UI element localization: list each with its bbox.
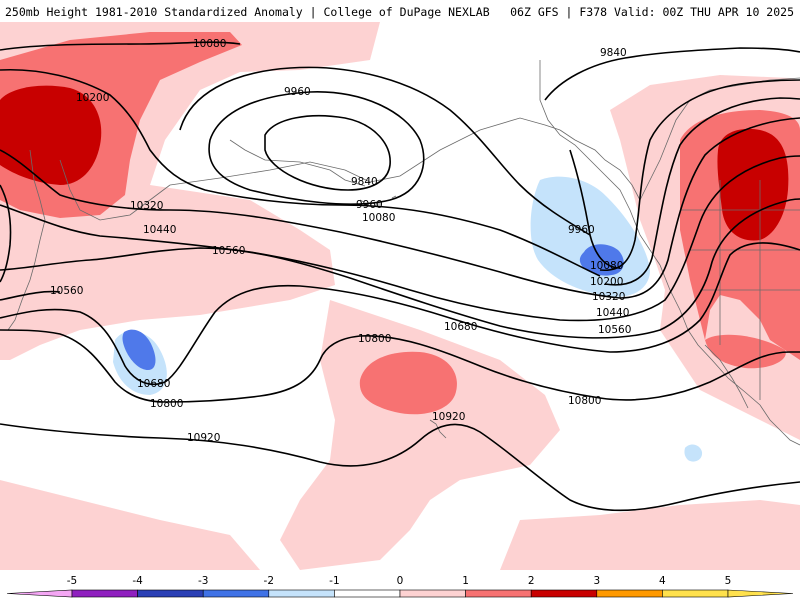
colorbar-tick-label: 5 (725, 575, 732, 587)
colorbar-cell (530, 589, 598, 598)
colorbar-tick-label: 1 (462, 575, 469, 587)
colorbar-tick-label: 2 (528, 575, 535, 587)
contour-label: 9840 (351, 176, 378, 188)
contour-10560-b (0, 290, 61, 301)
contour-label: 10920 (432, 411, 465, 423)
colorbar-cell (465, 589, 532, 598)
contour-10080-aleutian (179, 66, 591, 236)
contour-label: 10800 (150, 398, 183, 410)
contour-partial-left (0, 184, 12, 283)
colorbar-tick-label: -2 (264, 575, 274, 587)
contour-label: 9840 (600, 47, 627, 59)
contour-10080-west (0, 41, 241, 51)
colorbar-tick-label: -3 (198, 575, 208, 587)
colorbar-cell (334, 589, 401, 598)
contour-label: 10080 (193, 38, 226, 50)
colorbar-cell (137, 589, 204, 598)
contour-label: 10800 (358, 333, 391, 345)
contour-labels: 10080 10200 9960 9840 9960 10080 10320 1… (50, 38, 631, 444)
header-title: 250mb Height 1981-2010 Standardized Anom… (5, 5, 490, 19)
contour-10440 (0, 155, 800, 322)
height-contours (0, 41, 800, 512)
contour-10200-east (604, 97, 800, 286)
colorbar-tick-label: -5 (67, 575, 77, 587)
colorbar-tick-label: 4 (659, 575, 666, 587)
contour-label: 9960 (356, 199, 383, 211)
coastlines (7, 60, 800, 446)
contour-label: 10560 (212, 245, 245, 257)
colorbar-cell (268, 589, 335, 598)
contour-10800 (0, 329, 800, 403)
contour-label: 10680 (137, 378, 170, 390)
colorbar-tick-labels: -5 -4 -3 -2 -1 0 1 2 3 4 5 (67, 575, 732, 587)
positive-anomaly-3-fill (0, 85, 789, 241)
contour-10320 (0, 117, 800, 299)
contour-9840-east (544, 47, 800, 101)
colorbar-tick-label: 0 (397, 575, 404, 587)
contour-label: 10560 (50, 285, 83, 297)
colorbar-cell (202, 589, 270, 598)
contour-label: 10440 (143, 224, 176, 236)
contour-label: 10440 (596, 307, 629, 319)
contour-9960-aleutian (208, 91, 425, 205)
colorbar-arrow-right (727, 589, 794, 598)
colorbar-cell (662, 589, 729, 598)
contour-10080-east (599, 79, 800, 271)
colorbar-tick-label: 3 (593, 575, 600, 587)
contour-label: 10920 (187, 432, 220, 444)
contour-9960-east (569, 149, 621, 269)
contour-9840-aleutian (264, 115, 391, 191)
colorbar-cells (6, 589, 794, 598)
contour-label: 9960 (568, 224, 595, 236)
contour-label: 10080 (590, 260, 623, 272)
contour-10560-a (0, 198, 800, 339)
colorbar-cell (596, 589, 663, 598)
contour-label: 10800 (568, 395, 601, 407)
contour-label: 10200 (76, 92, 109, 104)
colorbar-arrow-left (6, 589, 73, 598)
colorbar-tick-label: -1 (329, 575, 339, 587)
contour-label: 10320 (130, 200, 163, 212)
contour-label: 10560 (598, 324, 631, 336)
colorbar-cell (71, 589, 138, 598)
colorbar-tick-label: -4 (132, 575, 143, 587)
contour-10200-west (0, 68, 601, 277)
header-model-run: 06Z GFS | F378 Valid: 00Z THU APR 10 202… (510, 5, 794, 19)
contour-10680 (0, 242, 800, 386)
contour-label: 10080 (362, 212, 395, 224)
colorbar: -5 -4 -3 -2 -1 0 1 2 3 4 5 (6, 575, 794, 598)
contour-label: 9960 (284, 86, 311, 98)
colorbar-cell (399, 589, 466, 598)
anomaly-map: 10080 10200 9960 9840 9960 10080 10320 1… (0, 22, 800, 570)
contour-label: 10320 (592, 291, 625, 303)
contour-10920 (0, 423, 800, 512)
header-bar: 250mb Height 1981-2010 Standardized Anom… (0, 0, 800, 22)
contour-label: 10200 (590, 276, 623, 288)
contour-label: 10680 (444, 321, 477, 333)
